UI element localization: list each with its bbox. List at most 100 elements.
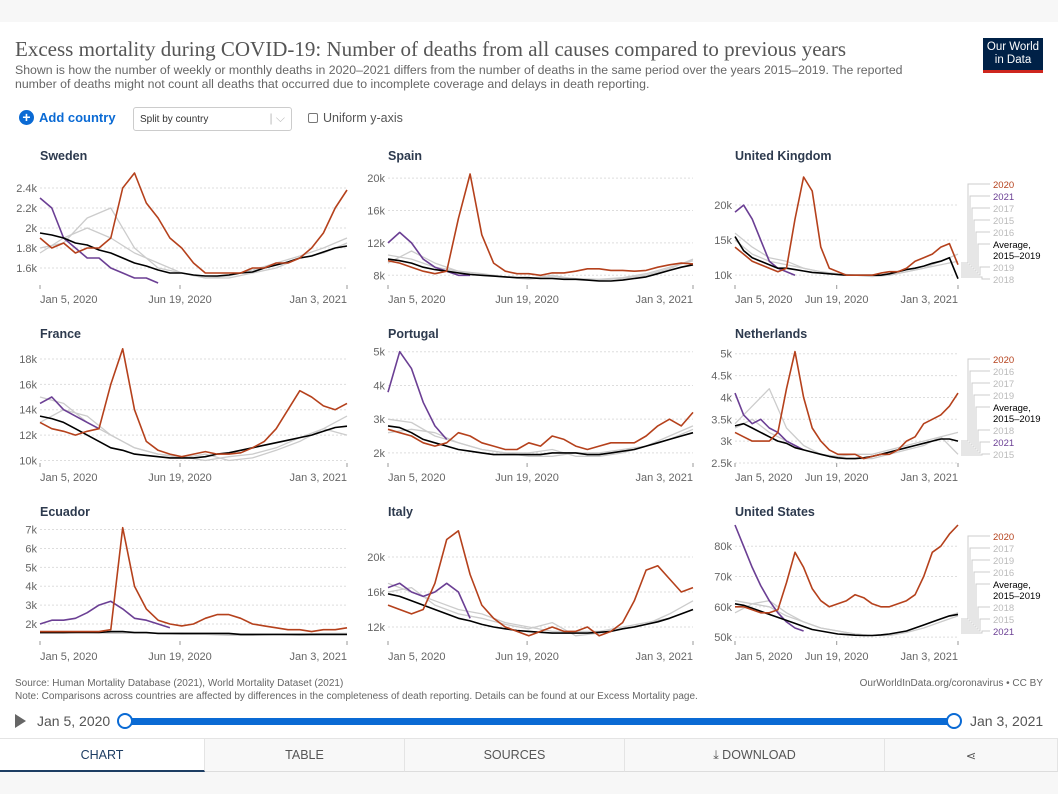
play-icon[interactable] [15,714,26,728]
legend-label[interactable]: 2016 [993,367,1014,378]
legend-label[interactable]: 2016 [993,228,1014,239]
legend-label[interactable]: 2018 [993,275,1014,286]
panel-title: Portugal [388,327,439,341]
legend-leader-line [961,618,990,632]
legend-label[interactable]: 2019 [993,556,1014,567]
series-line-2021[interactable] [387,582,471,619]
legend-label[interactable]: Average, [993,580,1031,591]
series-line-other[interactable] [734,418,959,458]
tab-chart[interactable]: CHART [0,739,205,772]
x-tick-label: Jun 19, 2020 [495,294,559,306]
series-line-other[interactable] [387,582,694,633]
add-country-button[interactable]: + Add country [19,110,116,125]
series-line-average[interactable] [387,425,694,456]
legend-leader-line [961,276,990,280]
series-line-average[interactable] [39,415,348,459]
series-line-other[interactable] [39,396,348,462]
series-line-2020[interactable] [40,526,348,633]
y-tick-label: 1.8k [16,243,37,255]
series-line-2020[interactable] [387,173,694,277]
legend-label[interactable]: 2019 [993,263,1014,274]
y-tick-label: 12k [367,622,385,634]
legend-label[interactable]: 2020 [993,532,1014,543]
legend-label[interactable]: 2021 [993,627,1014,638]
attribution-link[interactable]: OurWorldInData.org/coronavirus • CC BY [859,678,1043,689]
legend-label[interactable]: 2019 [993,391,1014,402]
owid-logo[interactable]: Our World in Data [983,38,1043,73]
series-line-2021[interactable] [734,524,804,632]
legend-label-line2: 2015–2019 [993,591,1041,602]
x-tick-label: Jan 3, 2021 [290,651,348,663]
chart-title: Excess mortality during COVID-19: Number… [15,37,847,61]
series-line-2021[interactable] [39,197,159,284]
legend-label[interactable]: 2020 [993,180,1014,191]
x-tick-label: Jun 19, 2020 [495,651,559,663]
legend-label[interactable]: 2018 [993,426,1014,437]
series-line-2021[interactable] [387,350,448,440]
legend-label[interactable]: 2015 [993,450,1014,461]
series-line-2020[interactable] [387,529,694,637]
series-line-2020[interactable] [735,524,959,614]
legend-leader-line [961,606,990,630]
panel-italy: Italy 12k 16k 20k Jan 5, 2020 Jun 19, 2020 Jan… [367,505,694,663]
timeline-end-handle[interactable] [946,713,962,729]
series-line-average[interactable] [387,258,694,282]
tab-table[interactable]: TABLE [205,739,405,772]
legend-label[interactable]: 2016 [993,568,1014,579]
series-line-other[interactable] [734,600,959,637]
legend-label[interactable]: 2018 [993,603,1014,614]
series-line-average[interactable] [387,593,694,634]
series-line-2021[interactable] [39,600,171,629]
split-by-select[interactable]: Split by country | ⌵ [133,107,292,131]
tab-bar: CHART TABLE SOURCES ⤓ DOWNLOAD ⋖ [0,738,1058,772]
y-tick-label: 5k [373,347,385,359]
legend-label[interactable]: 2020 [993,355,1014,366]
timeline-start-handle[interactable] [117,713,133,729]
series-line-average[interactable] [39,232,348,277]
checkbox[interactable] [308,113,318,123]
legend-label[interactable]: Average, [993,240,1031,251]
share-button[interactable]: ⋖ [885,739,1058,772]
legend-label[interactable]: 2021 [993,192,1014,203]
series-line-2021[interactable] [39,396,100,430]
uniform-y-axis-toggle[interactable]: Uniform y-axis [308,111,403,125]
legend-label[interactable]: 2017 [993,204,1014,215]
legend-label[interactable]: 2017 [993,544,1014,555]
legend-label[interactable]: 2017 [993,379,1014,390]
legend-leader-line [961,370,990,444]
tab-download[interactable]: ⤓ DOWNLOAD [625,739,885,772]
legend-leader-line [961,453,990,456]
y-tick-label: 3k [25,600,37,612]
series-line-2020[interactable] [734,350,959,460]
legend-label[interactable]: Average, [993,403,1031,414]
series-line-2021[interactable] [734,204,796,276]
series-line-average[interactable] [40,630,347,636]
x-tick-label: Jan 3, 2021 [636,472,694,484]
series-line-2020[interactable] [39,172,348,274]
legend-label[interactable]: 2015 [993,615,1014,626]
series-line-2020[interactable] [734,176,959,277]
series-line-other[interactable] [734,600,959,637]
y-tick-label: 2.2k [16,203,37,215]
series-line-other[interactable] [39,227,348,279]
series-line-2021[interactable] [387,231,471,277]
x-tick-label: Jan 5, 2020 [388,472,446,484]
legend-leader-line [961,219,990,270]
bottom-bar [0,772,1058,794]
y-tick-label: 15k [714,235,732,247]
series-line-2020[interactable] [387,411,694,451]
series-line-2020[interactable] [39,347,348,458]
panel-title: United Kingdom [735,149,832,163]
series-line-average[interactable] [734,603,959,637]
panel-title: United States [735,505,815,519]
note-text[interactable]: Note: Comparisons across countries are a… [15,690,698,702]
split-select-value: Split by country [140,114,209,125]
timeline-slider-track[interactable] [125,718,955,725]
x-tick-label: Jan 5, 2020 [388,651,446,663]
legend-label[interactable]: 2015 [993,216,1014,227]
legend-label[interactable]: 2021 [993,438,1014,449]
chart-subtitle: Shown is how the number of weekly or mon… [15,63,903,91]
series-line-2021[interactable] [734,392,804,451]
tab-sources[interactable]: SOURCES [405,739,625,772]
x-tick-label: Jun 19, 2020 [148,294,212,306]
